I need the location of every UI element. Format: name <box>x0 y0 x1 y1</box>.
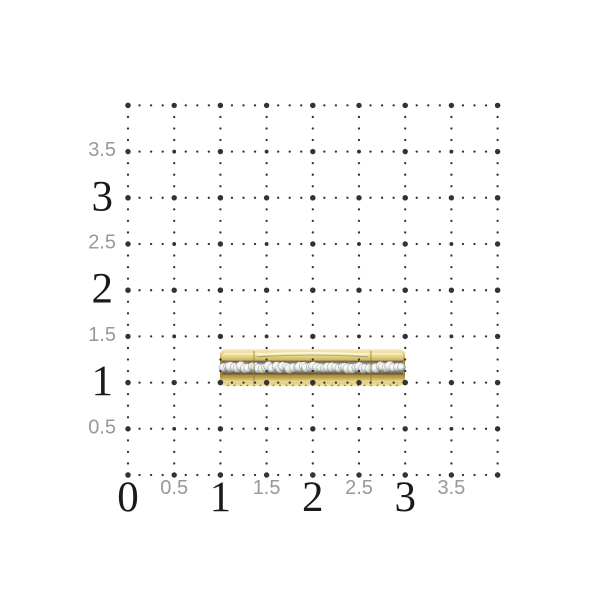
svg-text:2: 2 <box>92 266 114 313</box>
svg-text:1: 1 <box>92 358 114 405</box>
svg-text:2.5: 2.5 <box>345 477 373 499</box>
svg-text:3: 3 <box>394 474 416 521</box>
svg-text:3.5: 3.5 <box>88 139 116 161</box>
svg-text:1: 1 <box>210 474 232 521</box>
svg-text:0: 0 <box>117 474 139 521</box>
svg-text:2.5: 2.5 <box>88 232 116 254</box>
svg-text:1.5: 1.5 <box>253 477 281 499</box>
svg-text:1.5: 1.5 <box>88 324 116 346</box>
svg-text:0.5: 0.5 <box>160 477 188 499</box>
svg-text:0.5: 0.5 <box>88 416 116 438</box>
svg-text:3.5: 3.5 <box>437 477 465 499</box>
svg-text:3: 3 <box>92 173 114 220</box>
svg-text:2: 2 <box>302 474 324 521</box>
